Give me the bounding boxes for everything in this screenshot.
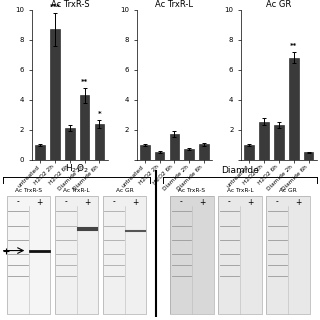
Title: Ac TrxR-S: Ac TrxR-S (51, 0, 89, 9)
Bar (95, 124, 104, 160)
Text: -: - (17, 197, 20, 207)
Bar (266, 196, 309, 314)
Bar (7, 196, 50, 314)
Bar (304, 152, 313, 160)
Bar (36, 145, 45, 160)
Text: **: ** (81, 79, 88, 85)
Text: Diamide: Diamide (221, 166, 259, 175)
Bar (266, 196, 309, 314)
Bar (289, 58, 299, 160)
Text: -: - (228, 197, 231, 207)
Bar (155, 152, 164, 160)
Text: +: + (296, 197, 302, 207)
Text: -: - (113, 197, 116, 207)
Bar (50, 29, 60, 160)
Bar (199, 144, 209, 160)
Title: Ac GR: Ac GR (266, 0, 292, 9)
Bar (65, 128, 75, 160)
Text: -: - (276, 197, 279, 207)
Bar (80, 95, 90, 160)
Bar (274, 125, 284, 160)
Bar (184, 149, 194, 160)
Bar (55, 196, 99, 314)
Bar (244, 145, 254, 160)
Text: +: + (200, 197, 206, 207)
Text: Ac GR: Ac GR (116, 188, 134, 193)
Text: +: + (248, 197, 254, 207)
Bar (140, 145, 149, 160)
Bar (7, 196, 50, 314)
Text: *: * (98, 111, 101, 117)
Bar (55, 196, 99, 314)
Bar (103, 196, 147, 314)
Text: Ac GR: Ac GR (279, 188, 297, 193)
Bar (219, 196, 262, 314)
Text: -: - (65, 197, 68, 207)
Text: Ac TrxR-S: Ac TrxR-S (179, 188, 205, 193)
Text: Ac TrxR-L: Ac TrxR-L (227, 188, 253, 193)
Text: Ac TrxR-S: Ac TrxR-S (15, 188, 42, 193)
Text: +: + (132, 197, 139, 207)
Text: **: ** (290, 44, 297, 50)
Title: Ac TrxR-L: Ac TrxR-L (156, 0, 193, 9)
Text: +: + (84, 197, 91, 207)
Text: ***: *** (50, 4, 60, 10)
Bar (170, 134, 179, 160)
Bar (170, 196, 214, 314)
Bar (103, 196, 147, 314)
Text: Ac TrxR-L: Ac TrxR-L (63, 188, 90, 193)
Text: H$_2$O$_2$: H$_2$O$_2$ (65, 163, 89, 175)
Bar (170, 196, 214, 314)
Bar (259, 122, 269, 160)
Text: -: - (180, 197, 183, 207)
Text: +: + (36, 197, 43, 207)
Bar (219, 196, 262, 314)
